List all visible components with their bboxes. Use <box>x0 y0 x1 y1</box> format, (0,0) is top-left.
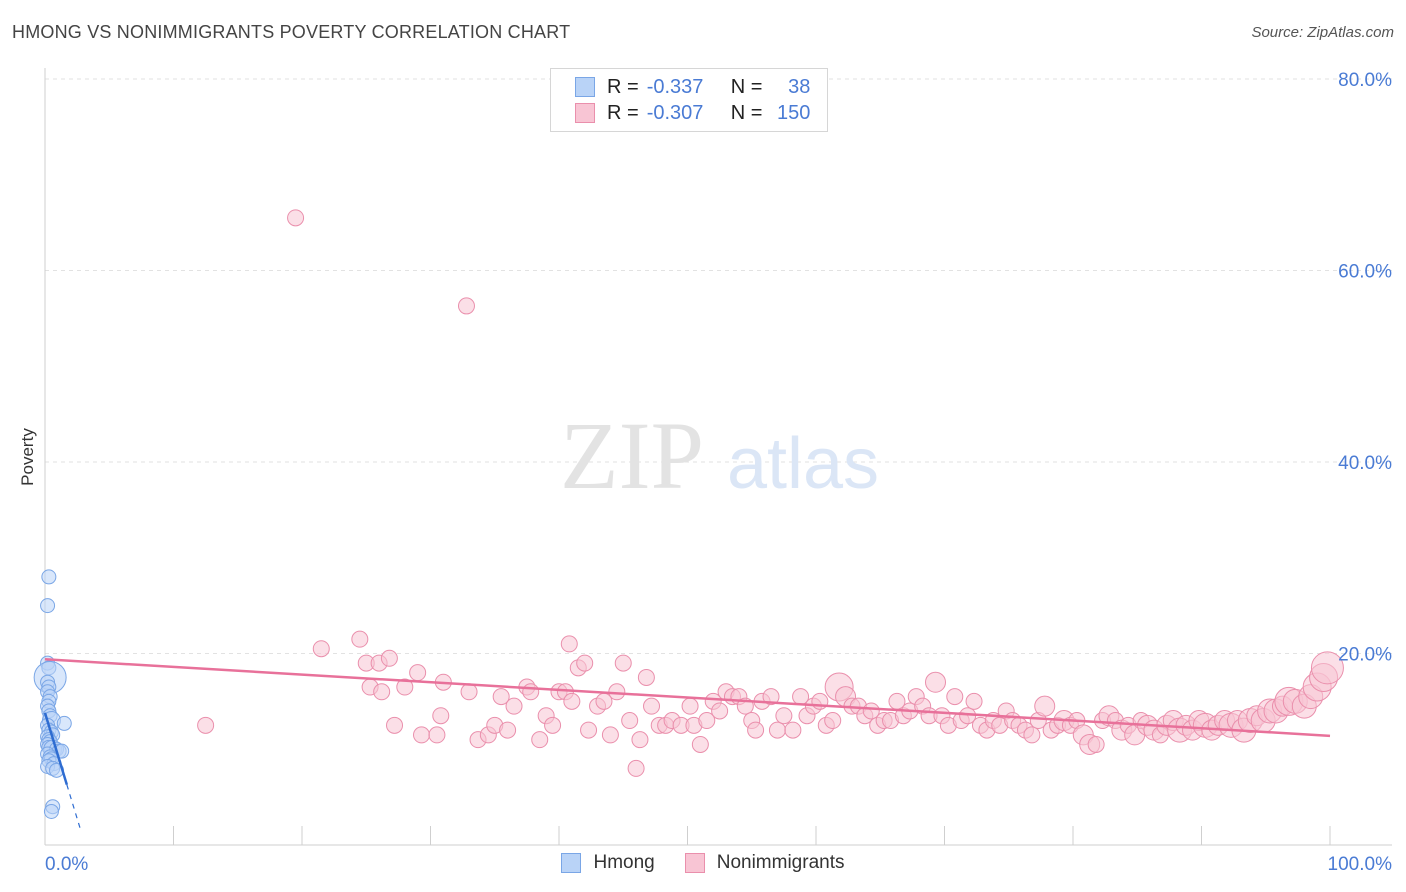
nonimmigrants-point <box>460 683 478 701</box>
nonimmigrants-point <box>576 654 594 672</box>
bottom-legend-swatch-hmong <box>561 853 582 873</box>
nonimmigrants-point <box>965 692 983 710</box>
trend-lines <box>43 657 1331 832</box>
nonimmigrants-point <box>287 209 305 227</box>
nonimmigrants-point <box>409 664 427 682</box>
hmong-point <box>40 598 56 614</box>
nonimmigrants-point <box>681 697 699 715</box>
nonimmigrants-point <box>396 678 414 696</box>
legend-n-value: 38 <box>788 75 811 98</box>
nonimmigrants-point <box>824 712 842 730</box>
nonimmigrants-point <box>373 683 391 701</box>
nonimmigrants-point <box>312 640 330 658</box>
legend-row-nonimmigrants: R = -0.307 N = 150 <box>575 101 810 125</box>
hmong-point <box>56 715 72 731</box>
x-tick-label-min: 0.0% <box>45 854 88 875</box>
nonimmigrants-point <box>637 668 655 686</box>
y-tick-label: 40.0% <box>1338 453 1392 474</box>
hmong-point <box>41 569 57 585</box>
grid-lines <box>45 78 1392 654</box>
nonimmigrants-point <box>560 635 578 653</box>
legend-r-label: R = <box>607 101 639 124</box>
watermark: ZIP atlas <box>560 402 879 509</box>
nonimmigrants-point <box>563 692 581 710</box>
nonimmigrants-point <box>1310 651 1344 685</box>
nonimmigrants-point <box>631 731 649 749</box>
legend: R = -0.337 N = 38 R = -0.307 N = 150 <box>550 68 828 132</box>
nonimmigrants-point <box>413 726 431 744</box>
legend-n-value: 150 <box>777 101 811 124</box>
nonimmigrants-point <box>386 716 404 734</box>
nonimmigrants-point <box>544 716 562 734</box>
nonimmigrants-point <box>351 630 369 648</box>
nonimmigrants-point <box>432 707 450 725</box>
nonimmigrants-point <box>698 712 716 730</box>
nonimmigrants-point <box>457 297 475 315</box>
y-axis-label: Poverty <box>18 428 37 486</box>
hmong-trend-line <box>43 712 69 786</box>
axes <box>44 68 1392 846</box>
nonimmigrants-point <box>627 759 645 777</box>
watermark-zip: ZIP <box>560 402 704 509</box>
legend-row-hmong: R = -0.337 N = 38 <box>575 75 810 99</box>
nonimmigrants-point <box>775 707 793 725</box>
y-tick-label: 60.0% <box>1338 262 1392 283</box>
nonimmigrants-point <box>197 716 215 734</box>
nonimmigrants-point <box>691 735 709 753</box>
bottom-legend: Hmong Nonimmigrants <box>0 852 1406 874</box>
nonimmigrants-point <box>531 731 549 749</box>
legend-r-label: R = <box>607 75 639 98</box>
nonimmigrants-point <box>747 721 765 739</box>
nonimmigrants-point <box>862 702 880 720</box>
nonimmigrants-point <box>499 721 517 739</box>
hmong-point <box>43 803 59 819</box>
chart-title: HMONG VS NONIMMIGRANTS POVERTY CORRELATI… <box>12 22 571 42</box>
nonimmigrants-point <box>946 688 964 706</box>
nonimmigrants-point <box>768 721 786 739</box>
nonimmigrants-point <box>580 721 598 739</box>
legend-n-label: N = <box>730 75 763 98</box>
nonimmigrants-point <box>522 683 540 701</box>
nonimmigrants-point <box>1034 695 1056 717</box>
nonimmigrants-point <box>711 702 729 720</box>
legend-swatch-hmong <box>575 77 595 97</box>
tick-labels: 20.0% 40.0% 60.0% 80.0% 0.0% 100.0% <box>45 70 1392 875</box>
legend-n-label: N = <box>730 101 763 124</box>
nonimmigrants-point <box>1087 735 1105 753</box>
nonimmigrants-point <box>643 697 661 715</box>
hmong-trend-extension <box>66 784 82 832</box>
nonimmigrants-point <box>428 726 446 744</box>
nonimmigrants-point <box>762 688 780 706</box>
legend-r-value: -0.307 <box>646 101 704 124</box>
nonimmigrants-trend-line <box>44 657 1331 738</box>
nonimmigrants-point <box>380 649 398 667</box>
nonimmigrants-point <box>614 654 632 672</box>
bottom-legend-label-nonimmigrants: Nonimmigrants <box>716 852 845 873</box>
nonimmigrants-point <box>621 712 639 730</box>
x-tick-label-max: 100.0% <box>1328 854 1393 875</box>
nonimmigrants-point <box>505 697 523 715</box>
legend-swatch-nonimmigrants <box>575 103 595 123</box>
bottom-legend-hmong: Hmong <box>561 852 655 874</box>
legend-r-value: -0.337 <box>646 75 704 98</box>
bottom-legend-swatch-nonimmigrants <box>684 853 705 873</box>
watermark-atlas: atlas <box>727 424 879 504</box>
nonimmigrants-point <box>925 671 947 693</box>
y-tick-label: 20.0% <box>1338 645 1392 666</box>
bottom-legend-nonimmigrants: Nonimmigrants <box>684 852 845 874</box>
nonimmigrants-point <box>492 688 510 706</box>
y-tick-label: 80.0% <box>1338 70 1392 91</box>
bottom-legend-label-hmong: Hmong <box>593 852 655 873</box>
source-label: Source: ZipAtlas.com <box>1251 24 1394 41</box>
nonimmigrants-point <box>784 721 802 739</box>
nonimmigrants-point <box>1023 726 1041 744</box>
nonimmigrants-point <box>601 726 619 744</box>
